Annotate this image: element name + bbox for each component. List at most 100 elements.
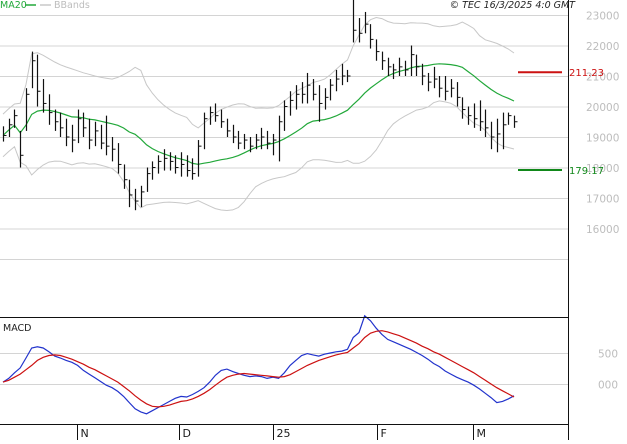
price-bar [151,161,156,180]
macd-panel-title: MACD [3,323,31,334]
price-bar [496,118,501,153]
price-bar [283,100,288,131]
price-bar [502,112,507,150]
price-bar [266,130,271,150]
macd-y-tick-label: 000 [598,380,618,392]
x-tick-label: F [381,427,387,440]
price-bar [88,118,93,150]
price-bar [220,109,225,128]
price-bar [404,60,409,76]
price-bar [243,133,248,150]
resistance-level-label: 211.23 [569,68,604,79]
price-levels: 211.23 179.17 [518,68,604,177]
ma-legend-label: MA20 [0,0,27,11]
macd-line [2,314,515,415]
signal-line [2,330,515,408]
price-bar [375,39,380,61]
price-bar [214,103,219,122]
price-y-tick-label: 17000 [586,194,619,206]
price-bar [146,167,151,192]
price-bar [8,118,13,137]
price-bar [169,152,174,171]
price-bar [123,164,128,189]
price-bar [289,91,294,116]
price-bar [456,82,461,107]
moving-average-ma20 [2,63,515,165]
price-bar [19,130,24,168]
price-bar [358,18,363,43]
price-bar [329,79,334,101]
credit-text: © TEC 16/3/2025 4:0 GMT [450,0,577,11]
bollinger-bands [2,16,515,212]
price-bar [191,158,196,180]
price-y-tick-label: 21000 [586,72,619,84]
macd-panel-grid: 000 500 [0,349,618,392]
price-panel-grid: 16000 17000 18000 19000 20000 21000 22000 23000 [0,11,619,260]
price-bar [490,121,495,150]
price-bars [2,0,518,211]
price-bar [232,124,237,144]
price-bar [174,155,179,174]
price-bar [48,94,53,125]
price-bar [226,118,231,137]
price-bar [410,45,415,76]
price-bar [444,76,449,101]
price-bar [438,76,443,98]
price-y-tick-label: 20000 [586,102,619,114]
price-bar [318,85,323,122]
price-bar [59,112,64,137]
macd-lines [2,314,515,415]
price-bar [36,54,41,107]
price-bar [54,109,59,131]
price-bar [306,72,311,104]
price-bar [186,155,191,177]
price-bar [25,88,30,131]
price-bar [272,133,277,156]
bbands-upper-line [2,16,515,129]
macd-y-tick-label: 500 [598,349,618,361]
price-bar [249,137,254,153]
price-bar [197,140,202,177]
price-bar [163,149,168,171]
x-axis-labels: N D 25 F M [77,424,487,440]
price-bar [111,137,116,162]
price-bar [100,124,105,150]
price-bar [473,103,478,128]
price-y-tick-label: 22000 [586,41,619,53]
price-bar [513,115,518,128]
price-bar [31,51,36,89]
price-bar [381,51,386,70]
price-bar [278,115,283,162]
price-bar [461,97,466,119]
support-level-label: 179.17 [569,166,604,177]
price-bar [94,121,99,147]
price-bar [450,79,455,98]
price-bar [364,11,369,34]
price-bar [387,57,392,76]
price-y-tick-label: 16000 [586,224,619,236]
price-bar [479,100,484,131]
price-bar [433,66,438,89]
price-bar [398,57,403,76]
price-bar [203,112,208,150]
price-bar [82,112,87,137]
price-bar [134,188,139,211]
bbands-legend-label: BBands [54,0,90,11]
price-bar [209,106,214,125]
price-bar [255,133,260,150]
x-tick-label: M [477,427,487,440]
price-bar [65,118,70,147]
price-bar [335,69,340,92]
price-bar [77,109,82,144]
price-bar [128,179,133,208]
price-bar [341,63,346,86]
header: MA20 BBands © TEC 16/3/2025 4:0 GMT [0,0,576,11]
price-bar [346,69,351,83]
price-bar [180,152,185,177]
price-bar [421,63,426,86]
price-bar [324,88,329,110]
price-bar [2,126,7,142]
price-bar [369,24,374,49]
price-y-tick-label: 23000 [586,11,619,23]
price-bar [117,143,122,174]
